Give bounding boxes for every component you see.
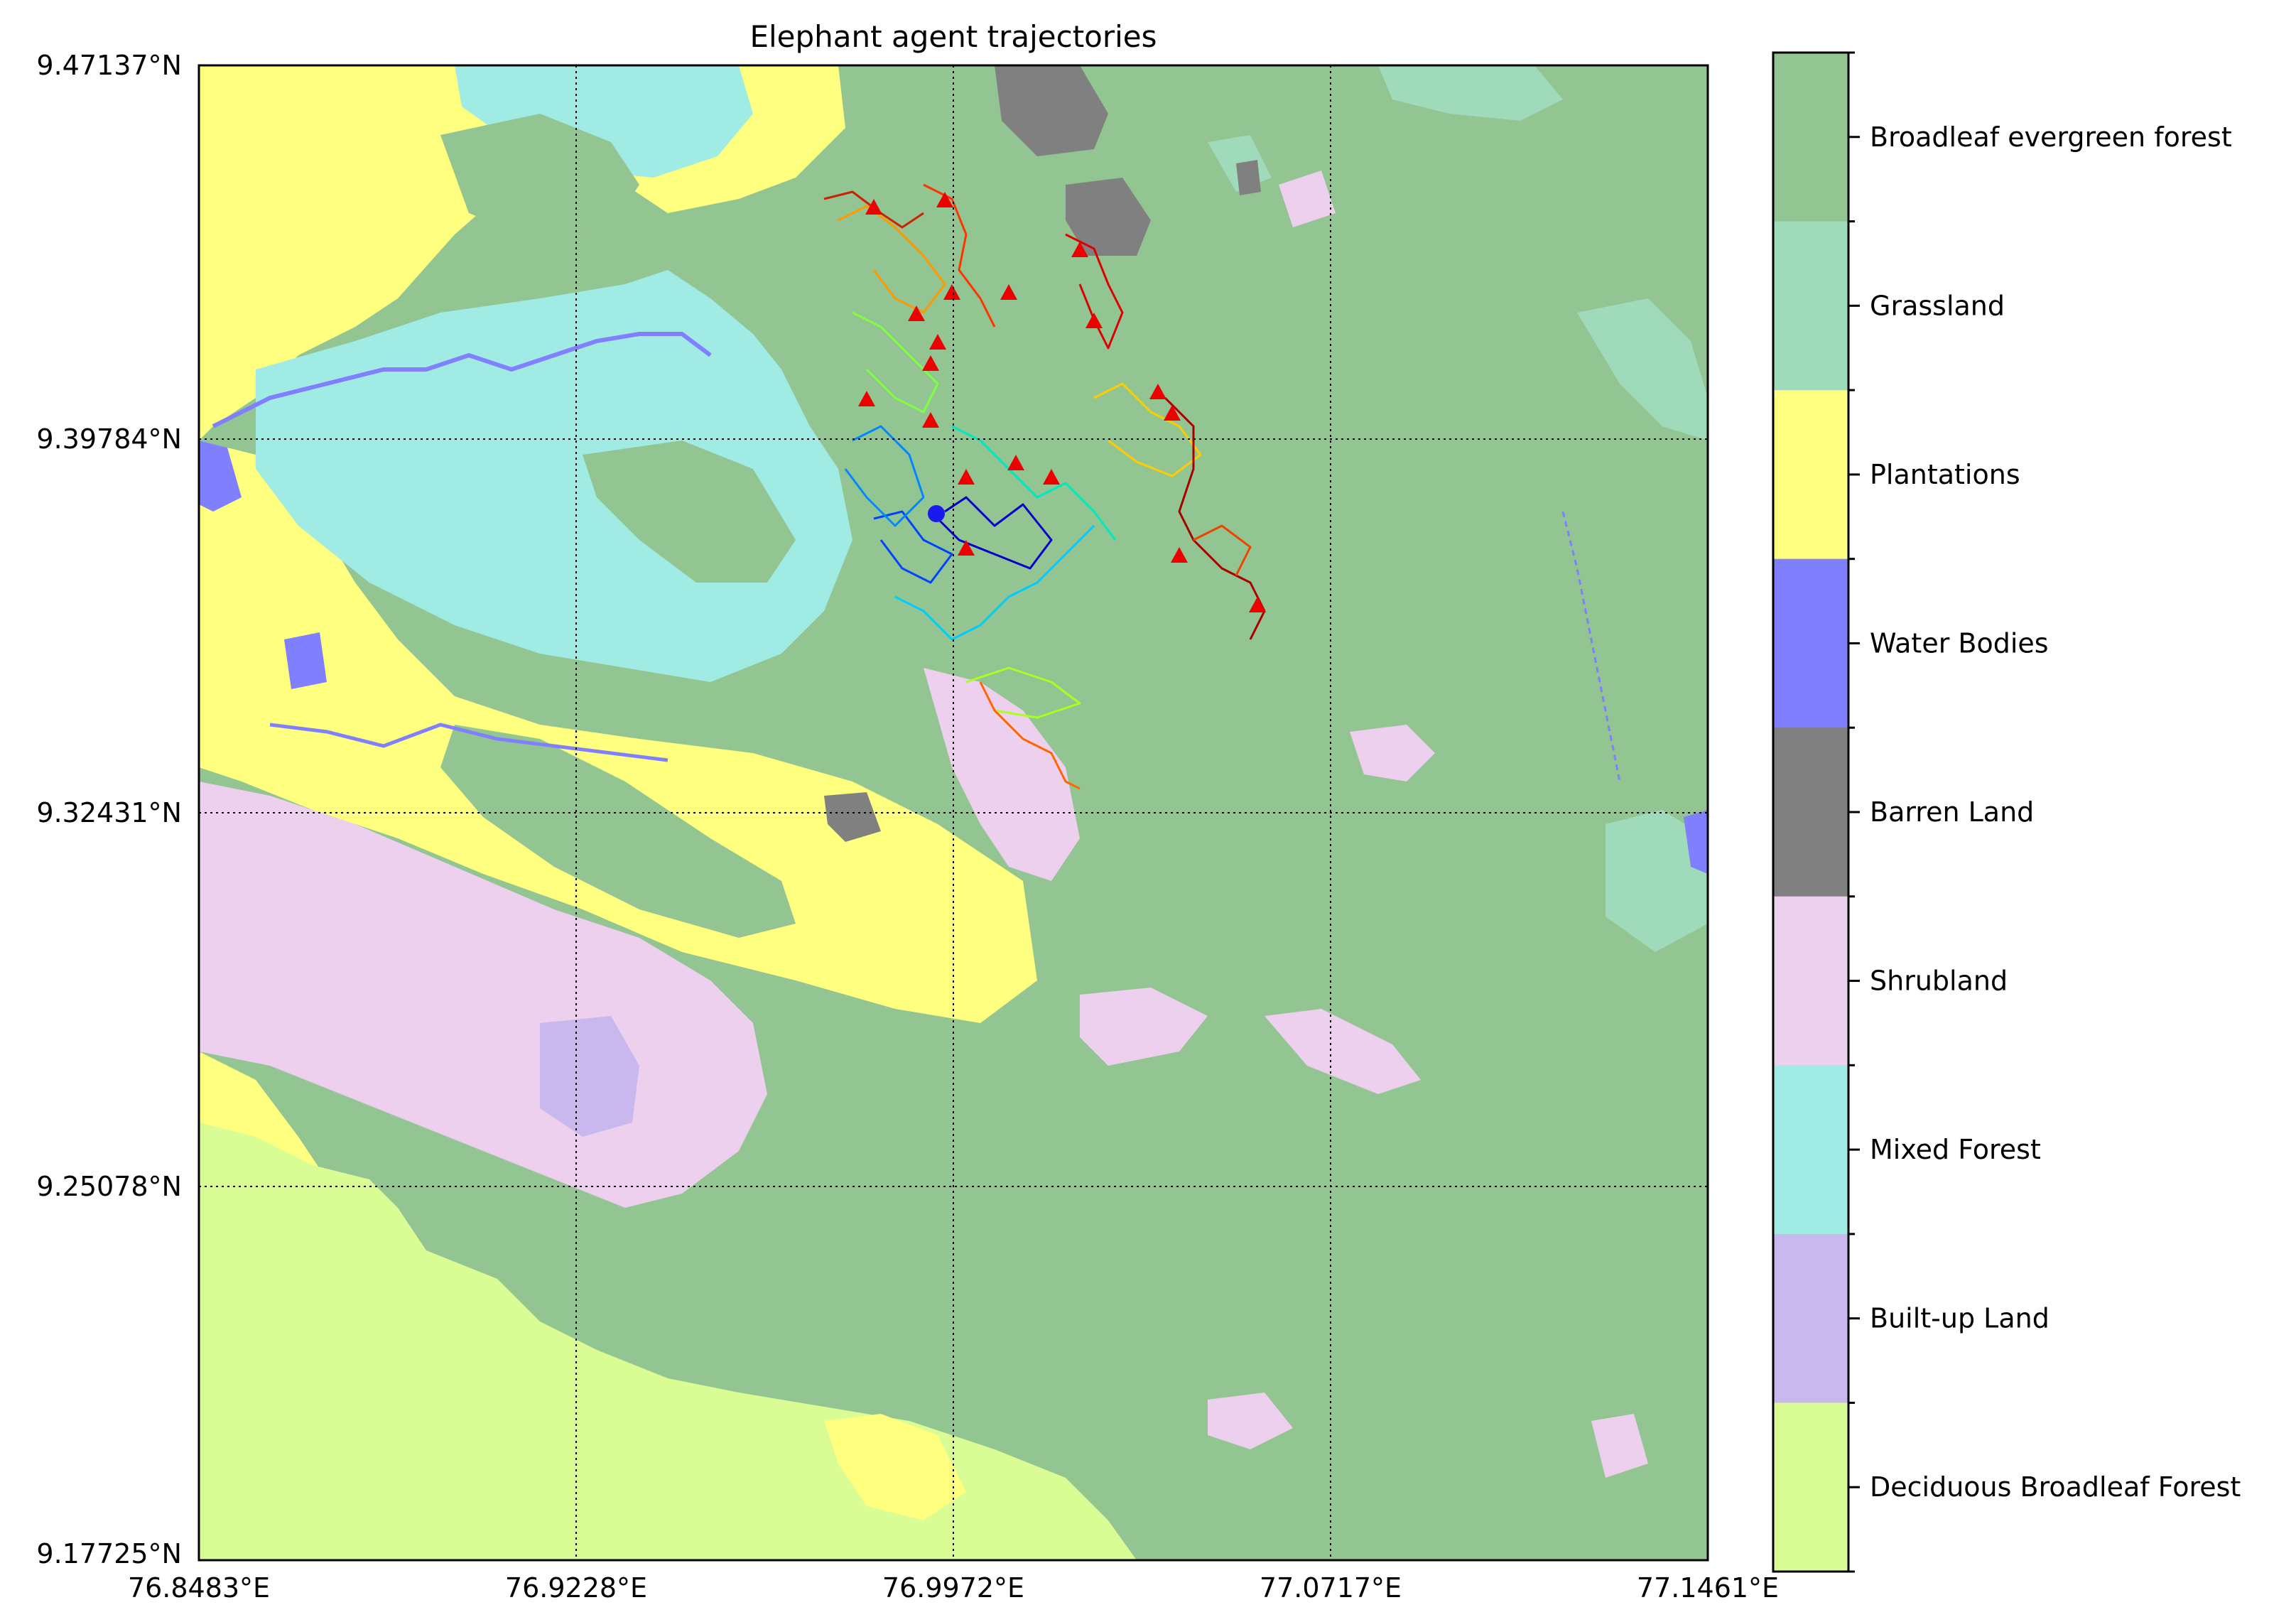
trajectory-2	[873, 510, 953, 584]
end-marker	[1149, 384, 1166, 399]
colorbar-swatch	[1773, 1233, 1848, 1403]
colorbar-label: Plantations	[1870, 459, 2020, 490]
lat-tick-label: 9.39784°N	[36, 423, 182, 455]
colorbar-labels: Broadleaf evergreen forest Grassland Plant…	[1870, 121, 2241, 1503]
end-marker	[1071, 242, 1088, 257]
end-marker	[908, 306, 925, 321]
region-grassland-northeast	[1378, 65, 1563, 121]
end-marker	[865, 199, 882, 215]
map-grid	[199, 65, 1708, 1560]
start-marker	[928, 505, 945, 522]
lat-tick-label: 9.17725°N	[36, 1538, 182, 1569]
trajectory-5	[951, 425, 1117, 541]
lon-tick-label: 77.0717°E	[1260, 1572, 1402, 1604]
end-marker	[929, 334, 946, 350]
end-marker	[1043, 469, 1060, 485]
colorbar-label: Barren Land	[1870, 796, 2034, 828]
trajectory-6	[852, 311, 939, 413]
region-barren-north	[995, 65, 1108, 156]
end-marker	[958, 540, 975, 556]
region-forest-west-b	[583, 440, 796, 583]
end-marker	[1249, 597, 1266, 612]
region-barren-center	[1066, 178, 1151, 256]
region-forest-west-a	[440, 114, 639, 242]
end-markers	[858, 192, 1266, 612]
region-shrubland-center	[924, 668, 1080, 881]
region-shrubland-east-c	[1350, 725, 1435, 782]
end-marker	[958, 469, 975, 485]
region-shrubland-east-f	[1591, 1414, 1648, 1478]
end-marker	[922, 355, 939, 371]
colorbar-swatch	[1773, 1402, 1848, 1572]
lon-tick-labels: 76.8483°E 76.9228°E 76.9972°E 77.0717°E …	[128, 1572, 1779, 1604]
trajectory-4	[894, 524, 1095, 641]
colorbar-swatch	[1773, 221, 1848, 391]
end-marker	[1000, 284, 1017, 300]
lon-tick-label: 76.8483°E	[128, 1572, 270, 1604]
region-shrubland-east-d	[1279, 171, 1336, 227]
lon-tick-label: 76.9228°E	[505, 1572, 647, 1604]
trajectory-7	[965, 666, 1081, 719]
region-barren-south	[824, 792, 881, 842]
colorbar-label: Broadleaf evergreen forest	[1870, 121, 2232, 153]
lon-tick-label: 76.9972°E	[882, 1572, 1024, 1604]
lat-tick-label: 9.25078°N	[36, 1171, 182, 1202]
region-water-body-east	[1684, 810, 1708, 874]
lat-tick-labels: 9.47137°N 9.39784°N 9.32431°N 9.25078°N …	[36, 50, 182, 1569]
region-built-up-center	[540, 1016, 639, 1137]
colorbar-swatch	[1773, 390, 1848, 560]
lat-tick-label: 9.32431°N	[36, 797, 182, 828]
trajectory-8	[1093, 382, 1202, 477]
map-area	[199, 65, 1708, 1560]
chart-title: Elephant agent trajectories	[749, 19, 1157, 54]
trajectory-10	[979, 681, 1081, 790]
colorbar-swatch	[1773, 53, 1848, 222]
lat-tick-label: 9.47137°N	[36, 50, 182, 81]
colorbar-label: Built-up Land	[1870, 1303, 2049, 1334]
colorbar-swatch	[1773, 896, 1848, 1066]
end-marker	[936, 192, 953, 207]
colorbar-swatch	[1773, 558, 1848, 728]
region-water-river-south	[269, 723, 668, 762]
end-marker	[858, 391, 875, 406]
colorbar-swatch	[1773, 1065, 1848, 1235]
trajectory-3	[844, 425, 925, 527]
colorbar-label: Shrubland	[1870, 966, 2008, 997]
end-marker	[922, 412, 939, 428]
end-marker	[943, 284, 960, 300]
colorbar-label: Grassland	[1870, 290, 2005, 321]
region-water-body-west-b	[284, 632, 327, 689]
region-forest-west-c	[440, 725, 796, 938]
colorbar-swatches	[1773, 53, 1848, 1572]
region-shrubland-east-e	[1208, 1393, 1293, 1449]
colorbar-label: Deciduous Broadleaf Forest	[1870, 1471, 2241, 1503]
region-plantations-south-pocket	[824, 1414, 966, 1520]
region-water-river	[212, 332, 712, 428]
colorbar-label: Mixed Forest	[1870, 1134, 2041, 1165]
trajectory-15	[1193, 524, 1252, 576]
region-mixed-forest-north	[455, 65, 753, 178]
trajectory-1	[936, 496, 1053, 570]
region-shrubland-east-b	[1265, 1009, 1421, 1094]
region-grassland-east	[1577, 298, 1708, 440]
end-marker	[1085, 313, 1103, 328]
colorbar-swatch	[1773, 728, 1848, 897]
region-plantations-mid	[199, 440, 1037, 1023]
lon-tick-label: 77.1461°E	[1637, 1572, 1779, 1604]
region-barren-ne	[1236, 160, 1261, 195]
end-marker	[1007, 455, 1024, 470]
end-marker	[1171, 547, 1188, 563]
region-shrubland-east-a	[1080, 988, 1208, 1066]
colorbar-label: Water Bodies	[1870, 627, 2049, 659]
region-grassland-east-b	[1605, 810, 1708, 952]
region-water-body-west	[199, 440, 242, 512]
end-marker	[1164, 405, 1181, 421]
map-frame	[197, 64, 1709, 1562]
region-water-river-east	[1561, 511, 1621, 782]
colorbar-legend: Broadleaf evergreen forest Grassland Plant…	[1772, 51, 2241, 1573]
colorbar-ticks	[1848, 51, 1860, 1573]
